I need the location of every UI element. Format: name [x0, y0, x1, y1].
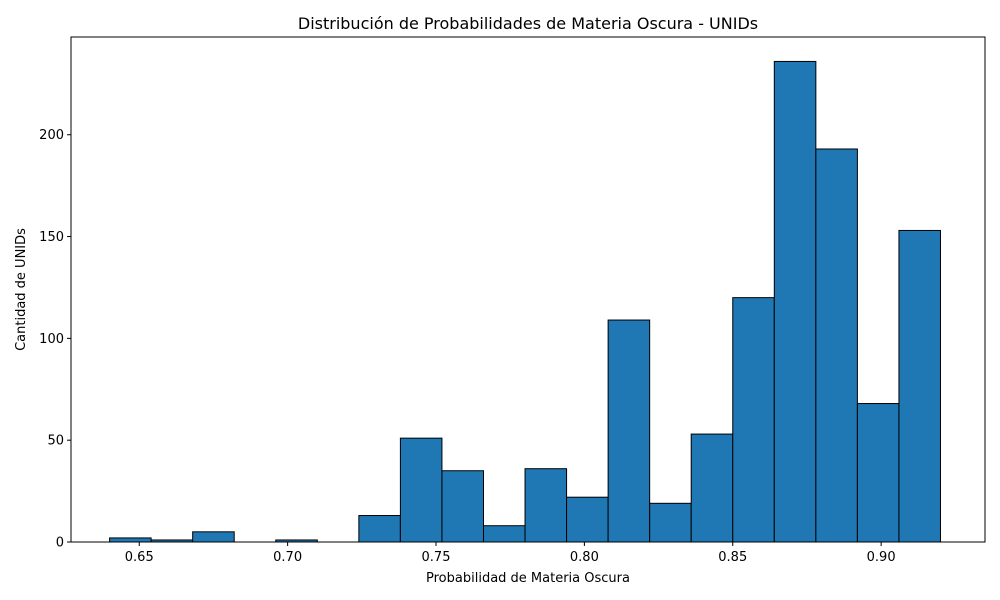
- histogram-bar: [192, 531, 235, 543]
- y-tick-label: 200: [39, 128, 64, 143]
- histogram-bar: [399, 437, 443, 543]
- chart-title: Distribución de Probabilidades de Materi…: [298, 14, 758, 33]
- histogram-bar: [773, 60, 817, 543]
- x-axis-ticks: 0.65 0.70 0.75 0.80 0.85 0.90: [125, 542, 896, 565]
- x-tick-label: 0.85: [718, 550, 747, 565]
- x-tick-label: 0.80: [570, 550, 599, 565]
- histogram-bar: [649, 502, 692, 543]
- histogram-bar: [607, 319, 651, 543]
- histogram-bar: [856, 403, 900, 543]
- plot-frame: [70, 36, 986, 543]
- y-axis-ticks: 0 50 100 150 200: [39, 128, 71, 551]
- histogram-bar: [482, 525, 526, 543]
- x-axis-label: Probabilidad de Materia Oscura: [426, 571, 630, 586]
- histogram-bar: [566, 496, 609, 543]
- y-axis-label: Cantidad de UNIDs: [14, 228, 29, 351]
- histogram-bar: [815, 148, 858, 543]
- histogram-bar: [358, 515, 401, 543]
- x-tick-label: 0.70: [273, 550, 302, 565]
- x-tick-label: 0.75: [422, 550, 451, 565]
- histogram-bar: [732, 297, 775, 543]
- histogram-bar: [441, 470, 484, 543]
- histogram-bar: [690, 433, 734, 543]
- y-tick-label: 150: [39, 230, 64, 245]
- y-tick-label: 0: [56, 536, 64, 551]
- y-tick-label: 100: [39, 332, 64, 347]
- x-tick-label: 0.65: [125, 550, 154, 565]
- histogram-bar: [898, 229, 941, 543]
- histogram-bar: [109, 537, 152, 543]
- x-tick-label: 0.90: [867, 550, 896, 565]
- y-tick-label: 50: [47, 434, 64, 449]
- histogram-bar: [524, 468, 568, 543]
